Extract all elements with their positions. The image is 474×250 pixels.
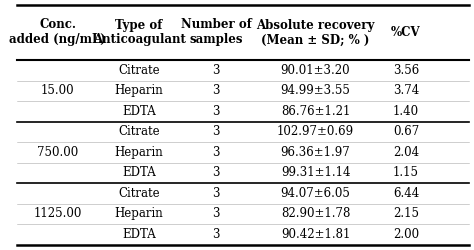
Text: Citrate: Citrate (118, 125, 160, 138)
Text: 3: 3 (212, 146, 220, 159)
Text: 94.07±6.05: 94.07±6.05 (281, 187, 350, 200)
Text: 3: 3 (212, 125, 220, 138)
Text: 3.56: 3.56 (393, 64, 419, 77)
Text: 15.00: 15.00 (41, 84, 74, 97)
Text: Citrate: Citrate (118, 187, 160, 200)
Text: 3: 3 (212, 187, 220, 200)
Text: 3: 3 (212, 166, 220, 179)
Text: 3: 3 (212, 105, 220, 118)
Text: %CV: %CV (391, 26, 421, 39)
Text: 3: 3 (212, 84, 220, 97)
Text: 750.00: 750.00 (37, 146, 78, 159)
Text: 1.40: 1.40 (393, 105, 419, 118)
Text: 2.00: 2.00 (393, 228, 419, 241)
Text: 2.15: 2.15 (393, 207, 419, 220)
Text: 99.31±1.14: 99.31±1.14 (281, 166, 350, 179)
Text: 86.76±1.21: 86.76±1.21 (281, 105, 350, 118)
Text: EDTA: EDTA (122, 105, 156, 118)
Text: 102.97±0.69: 102.97±0.69 (277, 125, 354, 138)
Text: Absolute recovery
(Mean ± SD; % ): Absolute recovery (Mean ± SD; % ) (256, 18, 375, 46)
Text: Conc.
added (ng/mL): Conc. added (ng/mL) (9, 18, 106, 46)
Text: 2.04: 2.04 (393, 146, 419, 159)
Text: 3: 3 (212, 228, 220, 241)
Text: Citrate: Citrate (118, 64, 160, 77)
Text: 1125.00: 1125.00 (34, 207, 82, 220)
Text: EDTA: EDTA (122, 228, 156, 241)
Text: 3: 3 (212, 64, 220, 77)
Text: 90.42±1.81: 90.42±1.81 (281, 228, 350, 241)
Text: 94.99±3.55: 94.99±3.55 (281, 84, 350, 97)
Text: 90.01±3.20: 90.01±3.20 (281, 64, 350, 77)
Text: Heparin: Heparin (115, 84, 164, 97)
Text: 3.74: 3.74 (393, 84, 419, 97)
Text: 0.67: 0.67 (393, 125, 419, 138)
Text: 6.44: 6.44 (393, 187, 419, 200)
Text: Heparin: Heparin (115, 207, 164, 220)
Text: 96.36±1.97: 96.36±1.97 (281, 146, 350, 159)
Text: 1.15: 1.15 (393, 166, 419, 179)
Text: 82.90±1.78: 82.90±1.78 (281, 207, 350, 220)
Text: Type of
Anticoagulant: Type of Anticoagulant (92, 18, 185, 46)
Text: 3: 3 (212, 207, 220, 220)
Text: Number of
samples: Number of samples (181, 18, 251, 46)
Text: EDTA: EDTA (122, 166, 156, 179)
Text: Heparin: Heparin (115, 146, 164, 159)
